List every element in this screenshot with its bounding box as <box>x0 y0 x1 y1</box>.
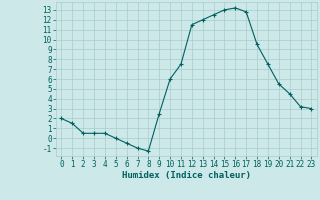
X-axis label: Humidex (Indice chaleur): Humidex (Indice chaleur) <box>122 171 251 180</box>
